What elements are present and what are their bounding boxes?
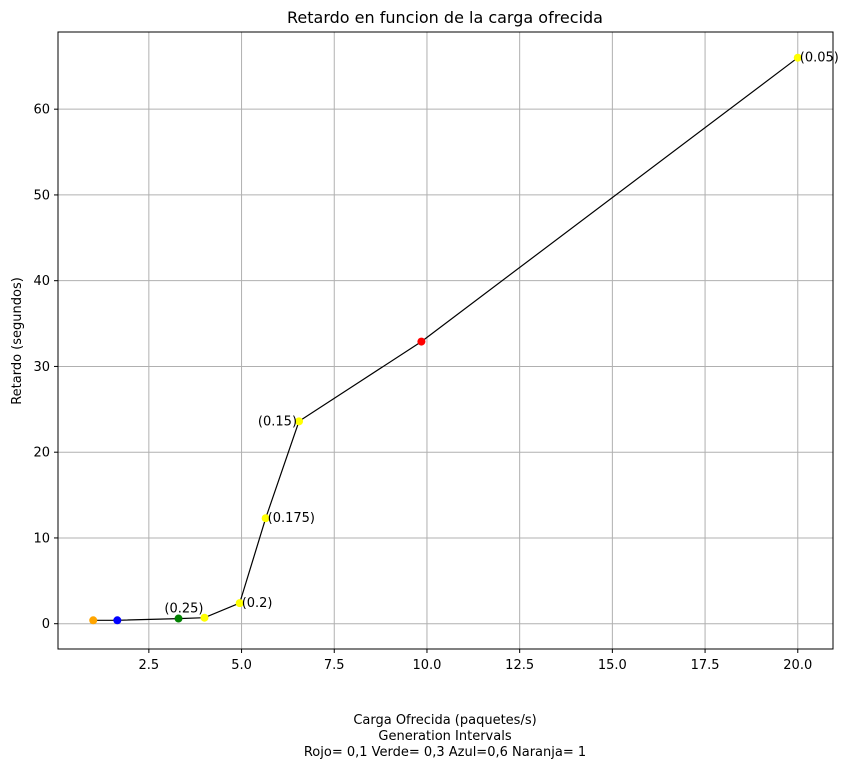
data-point	[235, 599, 244, 608]
y-axis-label: Retardo (segundos)	[10, 277, 25, 405]
data-point	[261, 514, 270, 523]
x-tick-label: 15.0	[598, 658, 627, 673]
data-point	[417, 337, 426, 346]
annotations: (0.25) (0.2) (0.175) (0.15) (0.05)	[164, 51, 838, 617]
x-tick-label: 12.5	[505, 658, 534, 673]
x-axis-label-line-2: Generation Intervals	[378, 729, 511, 744]
point-annotation: (0.2)	[242, 596, 273, 611]
data-point	[793, 53, 802, 62]
y-tick-label: 40	[33, 274, 50, 289]
y-tick-label: 0	[42, 617, 50, 632]
y-tick-label: 30	[33, 360, 50, 375]
point-annotation: (0.25)	[164, 602, 203, 617]
x-tick-label: 2.5	[139, 658, 160, 673]
x-tick-label: 7.5	[324, 658, 345, 673]
x-tick-label: 17.5	[691, 658, 720, 673]
data-point	[200, 613, 209, 622]
y-tick-label: 10	[33, 531, 50, 546]
data-point	[295, 417, 304, 426]
plot-frame	[57, 31, 834, 650]
data-point	[174, 614, 183, 623]
x-tick-label: 10.0	[412, 658, 441, 673]
y-tick-label: 60	[33, 103, 50, 118]
x-tick-label: 20.0	[783, 658, 812, 673]
grid	[58, 32, 833, 649]
series-line	[93, 57, 799, 621]
x-tick-label: 5.0	[231, 658, 252, 673]
y-tick-label: 50	[33, 188, 50, 203]
data-point	[113, 616, 122, 625]
y-tick-label: 20	[33, 446, 50, 461]
x-axis-label-line-3: Rojo= 0,1 Verde= 0,3 Azul=0,6 Naranja= 1	[304, 745, 586, 760]
point-annotation: (0.05)	[800, 51, 839, 66]
y-axis: 0 10 20 30 40 50 60	[33, 103, 58, 632]
x-axis: 2.5 5.0 7.5 10.0 12.5 15.0 17.5 20.0	[139, 649, 812, 673]
data-point	[89, 616, 98, 625]
chart-title: Retardo en funcion de la carga ofrecida	[287, 8, 603, 27]
x-axis-label: Carga Ofrecida (paquetes/s)	[353, 713, 536, 728]
point-annotation: (0.15)	[258, 414, 297, 429]
point-annotation: (0.175)	[268, 511, 315, 526]
data-points	[89, 53, 802, 625]
